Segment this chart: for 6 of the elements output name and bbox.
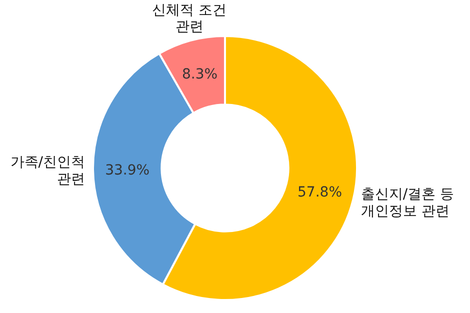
data-label: 57.8% [298, 184, 342, 201]
data-label: 33.9% [105, 162, 150, 178]
data-label: 8.3% [182, 66, 218, 83]
slice-label: 가족/친인척 관련 [10, 154, 86, 188]
slice-label: 신체적 조건 관련 [152, 2, 227, 36]
slice-label: 출신지/결혼 등 개인정보 관련 [360, 186, 454, 220]
